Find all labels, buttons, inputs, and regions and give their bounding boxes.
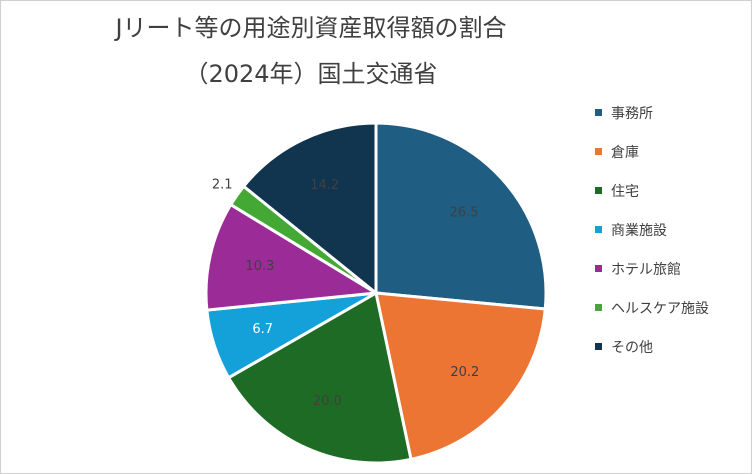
legend: 事務所 倉庫 住宅 商業施設 ホテル旅館 ヘルスケア施設 その他 — [595, 93, 709, 366]
data-label-residential: 20.0 — [313, 394, 342, 409]
data-label-warehouse: 20.2 — [450, 365, 479, 380]
data-label-office: 26.5 — [450, 205, 479, 220]
legend-item-warehouse: 倉庫 — [595, 132, 709, 171]
chart-subtitle: （2024年）国土交通省 — [184, 60, 438, 88]
legend-label: その他 — [611, 339, 653, 356]
legend-item-hotel: ホテル旅館 — [595, 249, 709, 288]
legend-item-healthcare: ヘルスケア施設 — [595, 288, 709, 327]
data-label-other: 14.2 — [310, 178, 339, 193]
legend-item-commercial: 商業施設 — [595, 210, 709, 249]
chart-title: Jリート等の用途別資産取得額の割合 — [115, 14, 507, 42]
legend-swatch — [595, 109, 602, 116]
legend-item-residential: 住宅 — [595, 171, 709, 210]
data-label-healthcare: 2.1 — [212, 177, 233, 192]
data-label-commercial: 6.7 — [252, 322, 273, 337]
legend-swatch — [595, 226, 602, 233]
data-label-hotel: 10.3 — [245, 259, 274, 274]
legend-item-other: その他 — [595, 327, 709, 366]
pie-slice-hotel — [204, 202, 381, 312]
pie-slice-office — [374, 121, 548, 311]
legend-swatch — [595, 265, 602, 272]
legend-label: 倉庫 — [611, 144, 639, 161]
legend-label: 商業施設 — [611, 222, 667, 239]
pie-slice-warehouse — [374, 291, 547, 462]
legend-item-office: 事務所 — [595, 93, 709, 132]
legend-label: ヘルスケア施設 — [611, 300, 709, 317]
legend-swatch — [595, 148, 602, 155]
legend-swatch — [595, 304, 602, 311]
legend-swatch — [595, 343, 602, 350]
pie-slice-residential — [226, 290, 413, 465]
legend-label: 事務所 — [611, 105, 653, 122]
pie-slice-other — [241, 121, 378, 297]
legend-label: ホテル旅館 — [611, 261, 681, 278]
legend-label: 住宅 — [611, 183, 639, 200]
legend-swatch — [595, 187, 602, 194]
